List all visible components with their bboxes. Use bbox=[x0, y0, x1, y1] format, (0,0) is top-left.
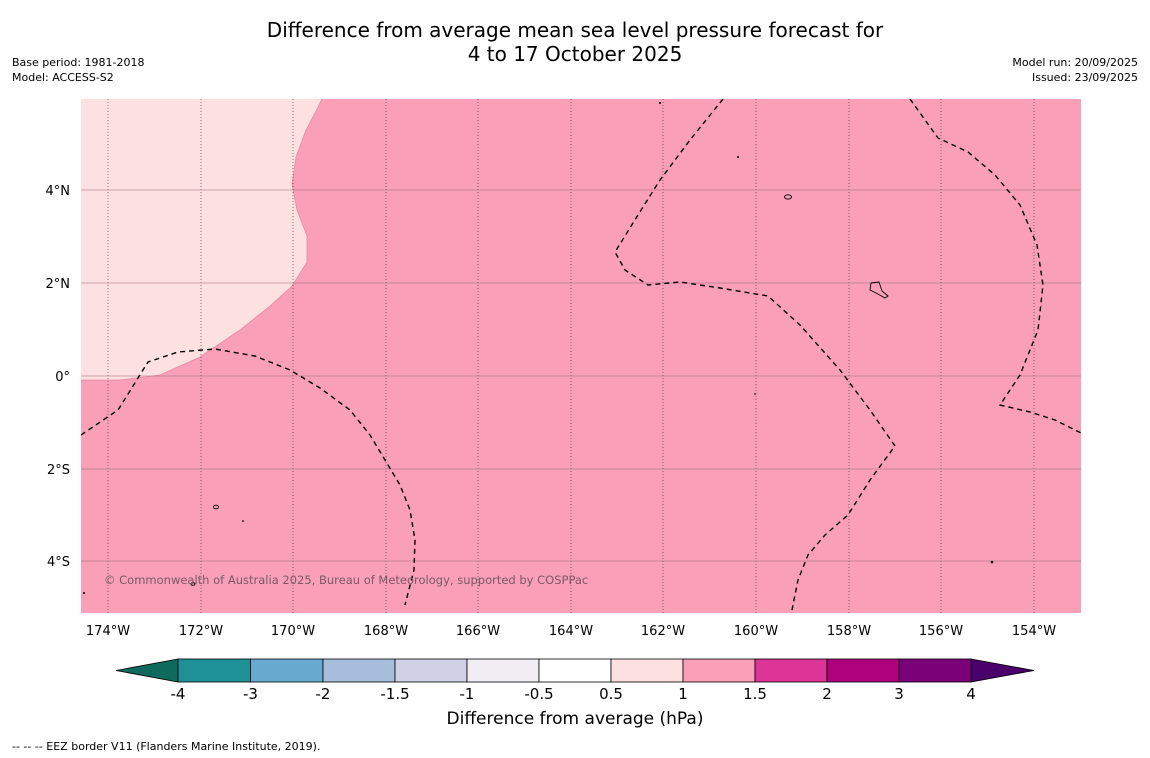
x-tick-label: 172°W bbox=[179, 624, 223, 639]
colorbar-swatch bbox=[826, 658, 900, 683]
colorbar-swatch bbox=[177, 658, 251, 683]
colorbar-tick: -0.5 bbox=[524, 685, 553, 703]
colorbar-tick-labels: -4 -3 -2 -1.5 -1 -0.5 0.5 1 1.5 2 3 4 bbox=[171, 685, 976, 703]
x-tick-label: 156°W bbox=[919, 624, 963, 639]
anomaly-band-0.5-to-1 bbox=[81, 99, 322, 380]
y-tick-label: 4°N bbox=[46, 184, 71, 199]
eez-legend-footnote: -- -- -- EEZ border V11 (Flanders Marine… bbox=[12, 740, 321, 753]
x-axis-tick-labels: 174°W 172°W 170°W 168°W 166°W 164°W 162°… bbox=[86, 624, 1056, 639]
y-tick-label: 2°S bbox=[47, 463, 70, 478]
y-tick-label: 0° bbox=[55, 370, 70, 385]
colorbar-tick: 0.5 bbox=[599, 685, 623, 703]
colorbar-tick: 1 bbox=[678, 685, 688, 703]
x-tick-label: 154°W bbox=[1012, 624, 1056, 639]
colorbar bbox=[115, 658, 1035, 683]
x-tick-label: 158°W bbox=[827, 624, 871, 639]
x-tick-label: 170°W bbox=[271, 624, 315, 639]
chart-title: Difference from average mean sea level p… bbox=[0, 18, 1150, 66]
eez-borders bbox=[81, 99, 1081, 611]
colorbar-tick: -1.5 bbox=[380, 685, 409, 703]
colorbar-extend-high bbox=[970, 658, 1035, 683]
meta-right: Model run: 20/09/2025 Issued: 23/09/2025 bbox=[1012, 55, 1138, 85]
colorbar-tick: -2 bbox=[316, 685, 331, 703]
title-line-2: 4 to 17 October 2025 bbox=[467, 42, 683, 66]
issued-date: Issued: 23/09/2025 bbox=[1031, 71, 1138, 84]
x-tick-label: 164°W bbox=[549, 624, 593, 639]
colorbar-swatch bbox=[322, 658, 396, 683]
colorbar-tick: -4 bbox=[171, 685, 186, 703]
colorbar-swatch bbox=[610, 658, 684, 683]
model-name: Model: ACCESS-S2 bbox=[12, 71, 114, 84]
islands bbox=[190, 194, 889, 586]
colorbar-swatch bbox=[898, 658, 972, 683]
model-run: Model run: 20/09/2025 bbox=[1012, 56, 1138, 69]
title-line-1: Difference from average mean sea level p… bbox=[266, 18, 884, 42]
map-panel: © Commonwealth of Australia 2025, Bureau… bbox=[81, 99, 1081, 613]
colorbar-swatch bbox=[394, 658, 468, 683]
colorbar-swatch bbox=[466, 658, 540, 683]
y-tick-label: 4°S bbox=[47, 555, 70, 570]
x-tick-label: 160°W bbox=[734, 624, 778, 639]
base-period: Base period: 1981-2018 bbox=[12, 56, 145, 69]
meta-left: Base period: 1981-2018 Model: ACCESS-S2 bbox=[12, 55, 144, 85]
colorbar-swatch bbox=[538, 658, 612, 683]
x-tick-label: 168°W bbox=[364, 624, 408, 639]
colorbar-swatch bbox=[682, 658, 756, 683]
contour-boundary bbox=[81, 99, 323, 381]
x-tick-label: 166°W bbox=[456, 624, 500, 639]
colorbar-swatch bbox=[754, 658, 828, 683]
colorbar-extend-low bbox=[115, 658, 179, 683]
parallel-lines bbox=[81, 189, 1081, 562]
x-tick-label: 174°W bbox=[86, 624, 130, 639]
colorbar-tick: 4 bbox=[966, 685, 976, 703]
colorbar-tick: 3 bbox=[894, 685, 904, 703]
y-axis-tick-labels: 4°N 2°N 0° 2°S 4°S bbox=[46, 184, 71, 570]
y-tick-label: 2°N bbox=[46, 277, 71, 292]
x-tick-label: 162°W bbox=[641, 624, 685, 639]
colorbar-label: Difference from average (hPa) bbox=[446, 709, 704, 729]
colorbar-tick: -3 bbox=[243, 685, 258, 703]
colorbar-tick: 2 bbox=[822, 685, 832, 703]
islets bbox=[83, 102, 994, 594]
colorbar-swatch bbox=[250, 658, 324, 683]
colorbar-tick: -1 bbox=[460, 685, 475, 703]
colorbar-tick: 1.5 bbox=[743, 685, 767, 703]
copyright-notice: © Commonwealth of Australia 2025, Bureau… bbox=[104, 573, 588, 587]
